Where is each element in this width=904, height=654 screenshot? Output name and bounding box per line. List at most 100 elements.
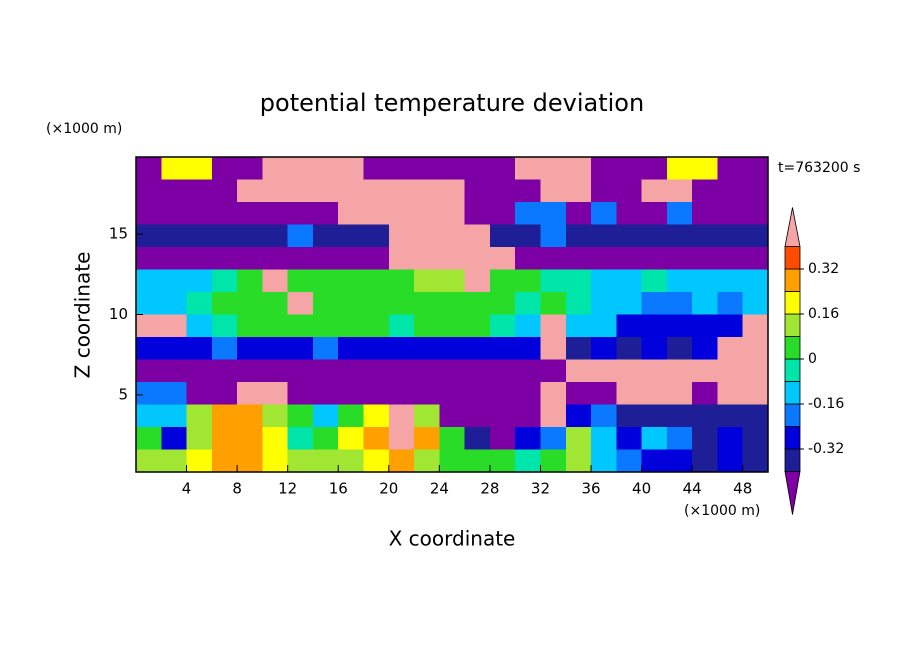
field-cell (312, 224, 339, 248)
x-tick-label: 40 (632, 480, 651, 498)
field-cell (742, 157, 769, 180)
field-cell (464, 224, 491, 248)
field-cell (666, 292, 693, 315)
field-cell (237, 202, 263, 225)
field-cell (565, 224, 592, 248)
field-cell (439, 359, 466, 383)
field-cell (489, 382, 516, 405)
field-cell (388, 202, 415, 225)
field-cell (338, 337, 365, 360)
field-cell (692, 359, 718, 383)
field-cell (237, 179, 263, 203)
field-cell (363, 247, 390, 270)
field-cell (287, 449, 314, 473)
field-cell (464, 157, 491, 180)
field-cell (515, 427, 541, 450)
field-cell (464, 202, 491, 225)
field-cell (540, 427, 567, 450)
field-cell (692, 202, 718, 225)
field-cell (591, 449, 617, 473)
field-cell (312, 449, 339, 473)
field-cell (464, 359, 491, 383)
field-cell (363, 269, 390, 293)
field-cell (641, 427, 668, 450)
field-cell (591, 314, 617, 338)
field-cell (742, 292, 769, 315)
field-cell (237, 359, 263, 383)
field-cell (262, 179, 289, 203)
field-cell (211, 382, 238, 405)
y-tick-label: 5 (118, 385, 128, 403)
field-cell (211, 179, 238, 203)
field-cell (616, 202, 643, 225)
field-cell (515, 179, 541, 203)
field-cell (186, 269, 213, 293)
field-cell (565, 269, 592, 293)
field-cell (237, 449, 263, 473)
field-cell (717, 449, 744, 473)
field-cell (312, 359, 339, 383)
field-cell (591, 359, 617, 383)
field-cell (742, 382, 769, 405)
field-cell (692, 427, 718, 450)
field-cell (742, 404, 769, 428)
field-cell (338, 449, 365, 473)
field-cell (211, 404, 238, 428)
field-cell (565, 292, 592, 315)
field-cell (186, 382, 213, 405)
field-cell (591, 179, 617, 203)
field-cell (742, 359, 769, 383)
y-axis-label: Z coordinate (71, 252, 95, 379)
field-cell (591, 269, 617, 293)
field-cell (287, 314, 314, 338)
field-cell (591, 337, 617, 360)
field-cell (136, 247, 162, 270)
field-cell (717, 247, 744, 270)
field-cell (439, 404, 466, 428)
field-cell (692, 292, 718, 315)
field-cell (312, 404, 339, 428)
field-cell (515, 382, 541, 405)
field-cell (565, 427, 592, 450)
field-cell (186, 337, 213, 360)
field-cell (161, 404, 188, 428)
field-cell (489, 449, 516, 473)
field-cell (464, 247, 491, 270)
field-cell (565, 157, 592, 180)
field-cell (489, 269, 516, 293)
field-cell (742, 179, 769, 203)
field-cell (363, 337, 390, 360)
field-cell (616, 382, 643, 405)
colorbar-box (784, 268, 801, 292)
x-tick-label: 8 (232, 480, 242, 498)
field-cell (186, 224, 213, 248)
field-cell (414, 269, 440, 293)
field-cell (717, 314, 744, 338)
colorbar-tick-label: 0.16 (808, 306, 839, 322)
field-cell (161, 224, 188, 248)
field-cell (237, 224, 263, 248)
field-cell (237, 314, 263, 338)
field-cell (591, 247, 617, 270)
field-cell (439, 224, 466, 248)
field-cell (439, 269, 466, 293)
field-cell (262, 247, 289, 270)
field-cell (186, 404, 213, 428)
field-cell (666, 157, 693, 180)
field-cell (565, 449, 592, 473)
field-cell (287, 157, 314, 180)
field-cell (161, 157, 188, 180)
field-cell (439, 314, 466, 338)
field-cell (237, 404, 263, 428)
field-cell (136, 337, 162, 360)
field-cell (489, 337, 516, 360)
field-cell (439, 427, 466, 450)
field-cell (464, 292, 491, 315)
field-cell (717, 202, 744, 225)
field-cell (161, 337, 188, 360)
field-cell (161, 382, 188, 405)
field-cell (211, 359, 238, 383)
field-cell (388, 179, 415, 203)
field-cell (262, 269, 289, 293)
field-cell (414, 224, 440, 248)
